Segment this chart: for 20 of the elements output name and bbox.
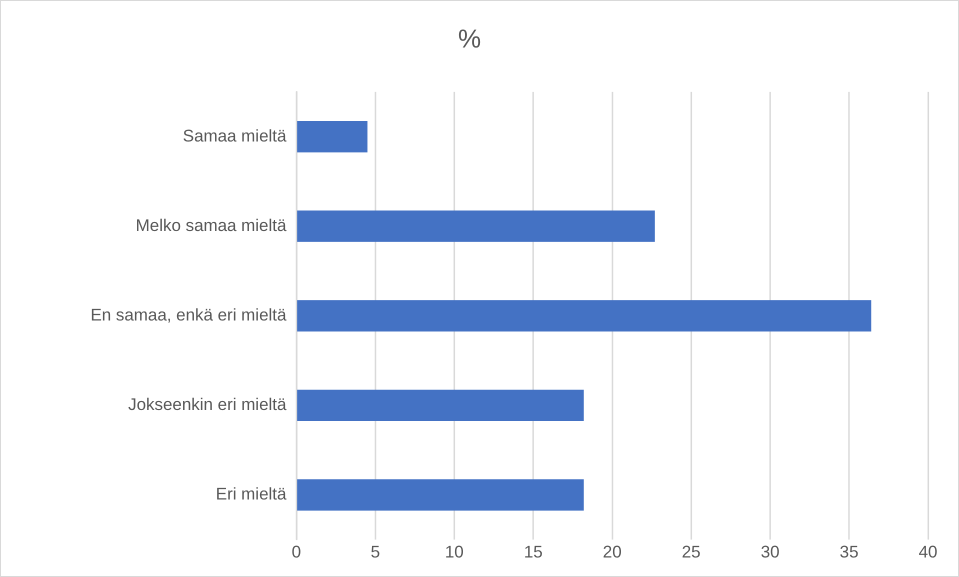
x-tick-label: 20 xyxy=(602,542,622,562)
x-tick-label: 10 xyxy=(444,542,464,562)
y-tick-label: Jokseenkin eri mieltä xyxy=(128,395,287,414)
bar xyxy=(297,120,368,152)
chart-title: % xyxy=(458,26,482,54)
bar xyxy=(297,390,584,422)
x-tick-label: 5 xyxy=(370,542,380,562)
x-tick-label: 35 xyxy=(840,542,859,562)
y-tick-label: Eri mieltä xyxy=(216,484,287,504)
x-tick-label: 40 xyxy=(918,542,938,562)
bar xyxy=(297,300,872,332)
y-tick-label: Melko samaa mieltä xyxy=(136,216,287,235)
x-tick-label: 15 xyxy=(524,542,543,562)
bar xyxy=(297,479,584,511)
bar xyxy=(297,210,655,242)
y-tick-label: Samaa mieltä xyxy=(182,126,287,146)
x-tick-label: 30 xyxy=(760,542,780,562)
x-tick-label: 0 xyxy=(292,542,302,562)
x-tick-label: 25 xyxy=(682,542,701,562)
y-tick-label: En samaa, enkä eri mieltä xyxy=(90,305,287,324)
